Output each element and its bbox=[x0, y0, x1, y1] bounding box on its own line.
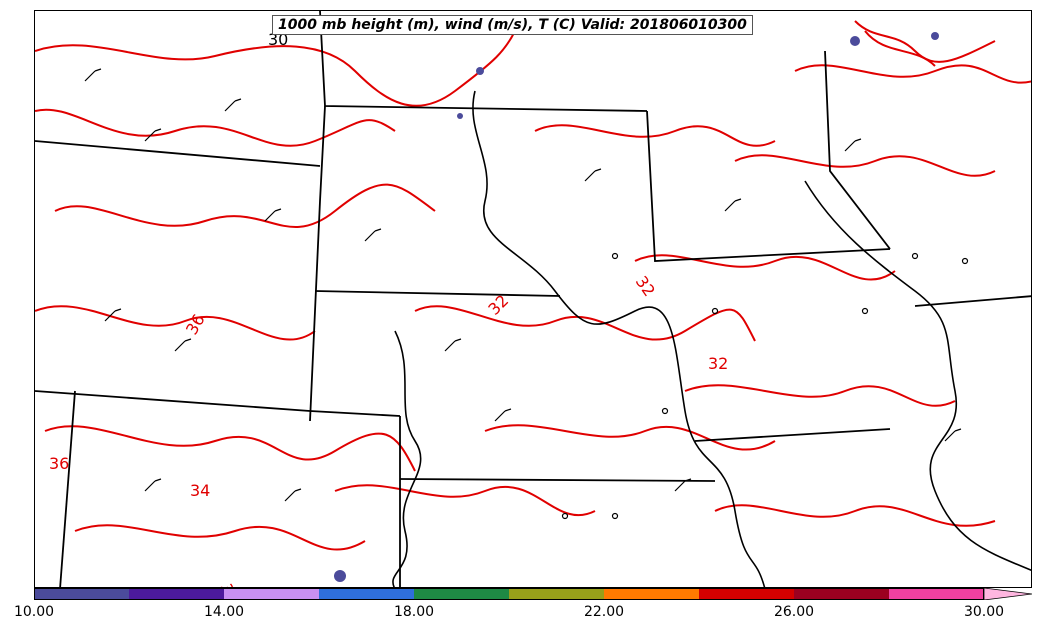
colorbar-tick-label: 10.00 bbox=[13, 604, 55, 620]
temperature-contour bbox=[44, 425, 416, 472]
colorbar-segment bbox=[509, 588, 604, 600]
precip-blob bbox=[931, 32, 939, 40]
colorbar-segment bbox=[699, 588, 794, 600]
calm-circle bbox=[911, 252, 919, 260]
wind-barb bbox=[724, 198, 742, 212]
temperature-contour bbox=[634, 254, 896, 281]
contour-label: 36 bbox=[182, 311, 209, 338]
calm-circle bbox=[611, 252, 619, 260]
temperature-contour bbox=[334, 484, 596, 517]
contour-label: 32 bbox=[632, 272, 659, 300]
colorbar-segment bbox=[414, 588, 509, 600]
shaded-blobs bbox=[334, 32, 939, 582]
colorbar-outline bbox=[34, 588, 984, 600]
wind-barb bbox=[674, 478, 692, 492]
temperature-contour bbox=[35, 305, 316, 341]
wind-barb bbox=[444, 338, 462, 352]
colorbar-extend-arrow bbox=[983, 588, 1032, 600]
colorbar-segment bbox=[794, 588, 889, 600]
colorbar-tick-label: 22.00 bbox=[583, 604, 625, 620]
wind-barb bbox=[494, 408, 512, 422]
contour-label: 32 bbox=[708, 354, 728, 373]
temperature-contour bbox=[864, 30, 936, 67]
colorbar-tick-label: 30.00 bbox=[963, 604, 1005, 620]
precip-blob bbox=[850, 36, 860, 46]
contour-label: 34 bbox=[190, 481, 210, 500]
calm-circle bbox=[711, 307, 719, 315]
calm-circle bbox=[561, 512, 569, 520]
river bbox=[472, 90, 766, 587]
state-line bbox=[35, 140, 321, 167]
colorbar-tick-label: 14.00 bbox=[203, 604, 245, 620]
precip-blob bbox=[457, 113, 463, 119]
colorbar-tick-label: 26.00 bbox=[773, 604, 815, 620]
state-line bbox=[59, 390, 76, 587]
temperature-contour bbox=[794, 64, 1031, 84]
calm-markers bbox=[561, 252, 969, 520]
precip-blob bbox=[334, 570, 346, 582]
temperature-contour bbox=[714, 504, 996, 527]
river bbox=[392, 330, 422, 587]
wind-barb bbox=[264, 208, 282, 222]
temperature-contour bbox=[54, 183, 436, 228]
state-line bbox=[824, 50, 891, 250]
colorbar-segment bbox=[889, 588, 984, 600]
colorbar-tick-label: 18.00 bbox=[393, 604, 435, 620]
state-line bbox=[399, 478, 716, 482]
wind-barb bbox=[144, 128, 162, 142]
temperature-contour bbox=[484, 424, 776, 451]
temperature-contours bbox=[35, 20, 1031, 551]
state-line bbox=[914, 295, 1031, 307]
wind-barb bbox=[104, 308, 122, 322]
state-line bbox=[309, 105, 326, 422]
state-line bbox=[35, 390, 401, 417]
temperature-contour bbox=[35, 30, 516, 107]
temperature-contour bbox=[414, 305, 756, 342]
colorbar-segment bbox=[604, 588, 699, 600]
temperature-contour bbox=[684, 384, 956, 407]
map-panel: 30 32 32 32 34 36 36 38 bbox=[34, 10, 1032, 588]
state-line bbox=[646, 110, 891, 262]
temperature-contour bbox=[854, 20, 996, 63]
wind-barb bbox=[844, 138, 862, 152]
calm-circle bbox=[861, 307, 869, 315]
map-title: 1000 mb height (m), wind (m/s), T (C) Va… bbox=[272, 15, 753, 35]
contour-label: 38 bbox=[216, 581, 241, 588]
river bbox=[804, 180, 1031, 572]
wind-barb bbox=[84, 68, 102, 82]
calm-circle bbox=[661, 407, 669, 415]
wind-barb bbox=[944, 428, 962, 442]
temperature-contour bbox=[534, 124, 776, 147]
precip-blob bbox=[476, 67, 484, 75]
wind-barb bbox=[284, 488, 302, 502]
wind-barb bbox=[224, 98, 242, 112]
state-boundaries bbox=[35, 11, 1031, 587]
contour-label: 36 bbox=[49, 454, 69, 473]
wind-barb bbox=[144, 478, 162, 492]
colorbar-segment bbox=[224, 588, 319, 600]
wind-barb bbox=[364, 228, 382, 242]
contour-labels: 30 32 32 32 34 36 36 38 bbox=[49, 30, 728, 588]
wind-barbs bbox=[84, 68, 962, 502]
calm-circle bbox=[611, 512, 619, 520]
temperature-contour bbox=[35, 108, 396, 147]
colorbar-segment bbox=[319, 588, 414, 600]
state-line bbox=[694, 428, 891, 442]
rivers bbox=[392, 90, 1031, 587]
weather-map: 30 32 32 32 34 36 36 38 bbox=[35, 11, 1031, 588]
colorbar-segment bbox=[129, 588, 224, 600]
colorbar-segment bbox=[34, 588, 129, 600]
temperature-contour bbox=[74, 524, 366, 551]
calm-circle bbox=[961, 257, 969, 265]
state-line bbox=[314, 290, 561, 297]
colorbar bbox=[34, 588, 1032, 600]
wind-barb bbox=[584, 168, 602, 182]
wind-barb bbox=[174, 338, 192, 352]
temperature-contour bbox=[734, 154, 996, 177]
